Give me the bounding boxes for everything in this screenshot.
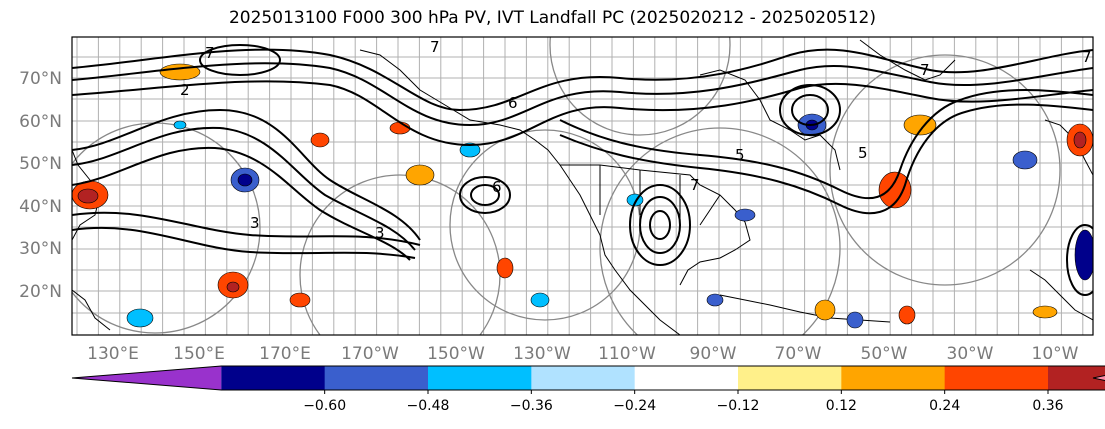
colorbar-ticks: −0.60−0.48−0.36−0.24−0.120.120.240.360.4… xyxy=(303,390,1064,414)
contour-label: 5 xyxy=(858,144,868,162)
colorbar-tick-label: 0.12 xyxy=(826,398,857,414)
colorbar-bin xyxy=(841,366,946,390)
lon-label: 170°W xyxy=(341,344,399,364)
colorbar-bin xyxy=(324,366,429,390)
contour-label: 7 xyxy=(205,44,215,62)
contour-label: 6 xyxy=(508,94,518,112)
colorbar-tick-label: −0.48 xyxy=(407,398,450,414)
lon-label: 130°E xyxy=(87,344,139,364)
colorbar-extend-min xyxy=(72,366,222,390)
colorbar-tick-label: −0.36 xyxy=(510,398,553,414)
contour-label: 7 xyxy=(430,38,440,56)
lon-label: 130°W xyxy=(513,344,571,364)
latitude-labels: 70°N 60°N 50°N 40°N 30°N 20°N xyxy=(19,69,62,302)
contour-label: 7 xyxy=(690,176,700,194)
colorbar-bin xyxy=(531,366,636,390)
colorbar-tick-label: −0.12 xyxy=(717,398,760,414)
colorbar-outline xyxy=(71,365,1105,391)
colorbar xyxy=(71,365,1105,391)
lon-label: 10°W xyxy=(1032,344,1079,364)
pv-contours xyxy=(72,44,1093,296)
lon-label: 90°W xyxy=(690,344,737,364)
colorbar-bin xyxy=(428,366,532,390)
colorbar-tick-label: 0.36 xyxy=(1032,398,1063,414)
plot-border xyxy=(71,36,1094,336)
lon-label: 170°E xyxy=(259,344,311,364)
colorbar-tick-label: −0.24 xyxy=(613,398,656,414)
contour-label: 7 xyxy=(920,61,930,79)
colorbar-tick-label: −0.60 xyxy=(303,398,346,414)
lon-label: 30°W xyxy=(947,344,994,364)
lat-label: 40°N xyxy=(19,197,62,217)
colorbar-extend-max xyxy=(1093,375,1105,381)
colorbar-tick-label: 0.24 xyxy=(929,398,960,414)
lat-label: 70°N xyxy=(19,69,62,89)
lon-label: 50°W xyxy=(861,344,908,364)
ivt-pc-shading xyxy=(72,63,1093,329)
map-title: 2025013100 F000 300 hPa PV, IVT Landfall… xyxy=(228,8,876,28)
colorbar-bin xyxy=(944,366,1049,390)
lon-label: 150°W xyxy=(427,344,485,364)
colorbar-bin xyxy=(221,366,326,390)
lat-label: 60°N xyxy=(19,112,62,132)
colorbar-bin xyxy=(634,366,739,390)
contour-label: 6 xyxy=(492,178,502,196)
lon-label: 70°W xyxy=(775,344,822,364)
lat-label: 20°N xyxy=(19,282,62,302)
longitude-labels: 130°E 150°E 170°E 170°W 150°W 130°W 110°… xyxy=(87,344,1079,364)
contour-label: 7 xyxy=(1082,48,1092,66)
contour-label: 3 xyxy=(250,214,260,232)
lon-label: 150°E xyxy=(173,344,225,364)
contour-label: 2 xyxy=(180,81,190,99)
colorbar-bin xyxy=(738,366,842,390)
contour-label: 3 xyxy=(375,224,385,242)
lat-label: 50°N xyxy=(19,154,62,174)
lon-label: 110°W xyxy=(598,344,656,364)
contour-labels: 7 7 3 3 2 6 5 5 7 7 7 6 xyxy=(180,38,1092,242)
contour-label: 5 xyxy=(735,146,745,164)
lat-label: 30°N xyxy=(19,239,62,259)
